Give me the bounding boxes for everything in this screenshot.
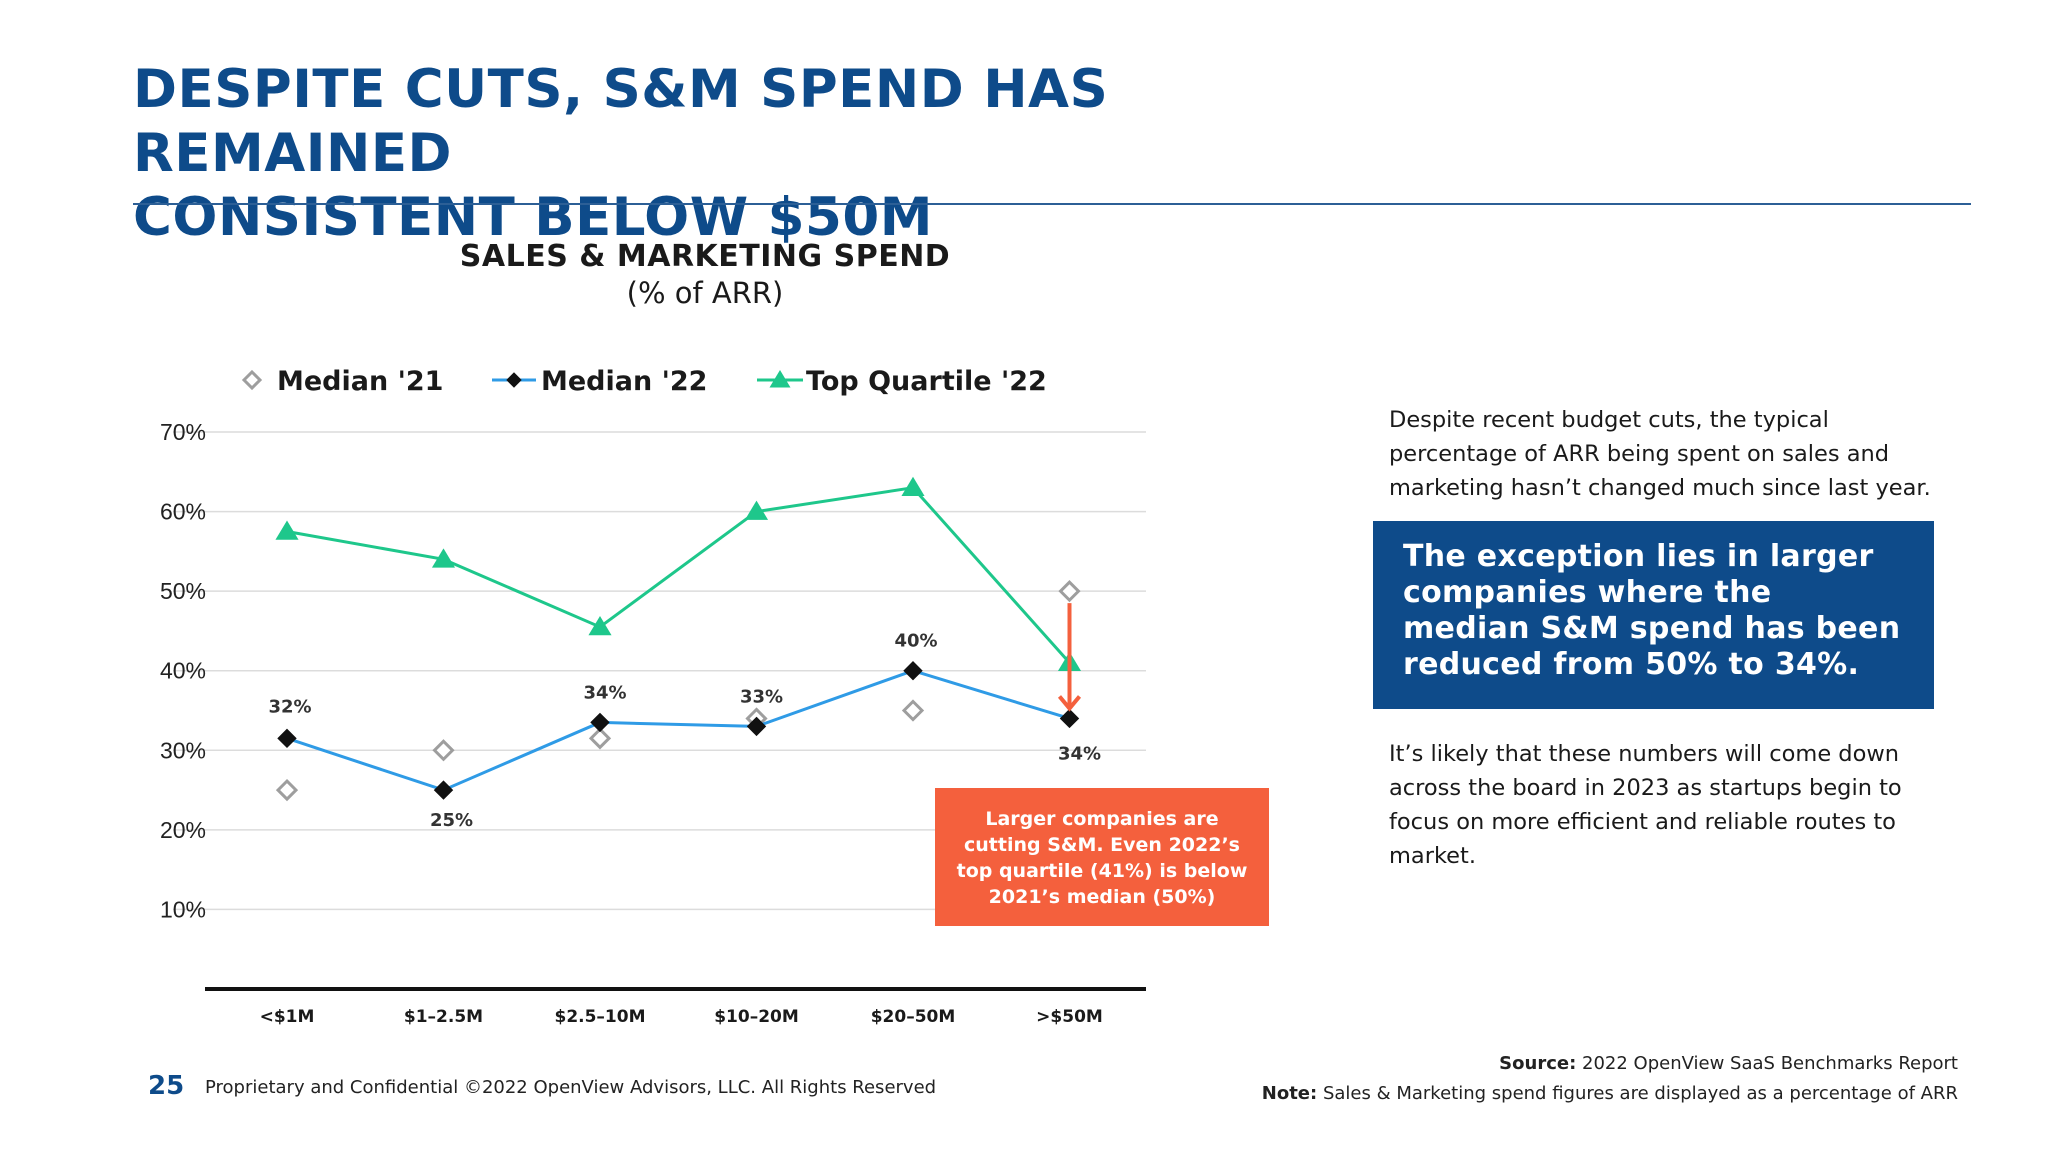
median-22-point	[277, 728, 297, 749]
data-label: 25%	[430, 810, 473, 831]
x-tick-label: <$1M	[260, 1007, 315, 1027]
x-tick-label: $10–20M	[714, 1007, 799, 1027]
y-tick-label: 20%	[160, 817, 206, 843]
top-quartile-22-point	[901, 476, 925, 496]
data-label: 34%	[583, 682, 626, 703]
data-label: 40%	[894, 631, 937, 652]
slide-title: DESPITE CUTS, S&M SPEND HAS REMAINED CON…	[133, 58, 1433, 250]
page-number: 25	[148, 1071, 185, 1101]
source-line: Source: 2022 OpenView SaaS Benchmarks Re…	[1262, 1049, 1958, 1079]
reduction-arrow-head	[1057, 695, 1082, 712]
legend-marker-median-21	[241, 369, 263, 391]
data-label: 34%	[1058, 743, 1101, 764]
median-21-point	[275, 778, 299, 802]
median-21-point	[1058, 580, 1081, 603]
legend-marker-median-22	[506, 372, 522, 388]
x-tick-label: $20–50M	[871, 1007, 956, 1027]
median-22-point	[1059, 708, 1080, 729]
median-21-point	[901, 699, 925, 722]
y-tick-label: 50%	[160, 578, 206, 604]
source-notes: Source: 2022 OpenView SaaS Benchmarks Re…	[1262, 1049, 1958, 1109]
top-quartile-22-point	[744, 500, 769, 520]
note-line: Note: Sales & Marketing spend figures ar…	[1262, 1079, 1958, 1109]
series-line	[286, 669, 1070, 792]
top-quartile-22-point	[275, 520, 299, 540]
y-tick-label: 10%	[160, 896, 206, 922]
note-text: Sales & Marketing spend figures are disp…	[1322, 1083, 1958, 1104]
median-22-point	[590, 712, 610, 733]
legend-label-top-quartile: Top Quartile '22	[806, 366, 1047, 397]
callout-box: Larger companies are cutting S&M. Even 2…	[935, 788, 1269, 926]
legend: Median '21 Median '22 Top Quartile '22	[241, 366, 1047, 397]
chart-title: SALES & MARKETING SPEND	[459, 239, 951, 274]
legend-label-median-22: Median '22	[541, 366, 707, 397]
slide-title-line-1: DESPITE CUTS, S&M SPEND HAS REMAINED	[133, 59, 1109, 184]
title-divider	[133, 203, 1971, 205]
x-tick-label: $2.5–10M	[554, 1007, 645, 1027]
highlight-box: The exception lies in larger companies w…	[1373, 521, 1934, 709]
median-22-point	[433, 780, 454, 800]
outlook-paragraph: It’s likely that these numbers will come…	[1389, 741, 1902, 869]
data-labels: 32% 25% 34% 33% 40% 34%	[268, 631, 1101, 831]
source-label: Source:	[1499, 1053, 1577, 1074]
median-21-point	[588, 727, 612, 750]
median-21-point	[432, 739, 455, 762]
y-tick-label: 60%	[160, 499, 206, 525]
legend-marker-top-quartile	[769, 370, 791, 388]
x-tick-label: $1–2.5M	[404, 1007, 483, 1027]
footer-copyright: Proprietary and Confidential ©2022 OpenV…	[205, 1077, 937, 1098]
axes: 70% 60% 50% 40% 30% 20% 10% <$1M $1–2.5M $2.5–10M…	[160, 419, 1146, 1027]
y-tick-label: 30%	[160, 737, 206, 763]
series	[275, 476, 1082, 802]
median-22-point	[746, 716, 767, 737]
series-line	[286, 486, 1071, 664]
top-quartile-22-point	[431, 548, 456, 568]
intro-paragraph: Despite recent budget cuts, the typical …	[1389, 407, 1931, 501]
data-label: 32%	[268, 696, 311, 717]
source-text: 2022 OpenView SaaS Benchmarks Report	[1582, 1053, 1958, 1074]
y-tick-label: 70%	[160, 419, 206, 445]
chart-title-block: SALES & MARKETING SPEND (% of ARR)	[360, 239, 1050, 310]
note-label: Note:	[1261, 1083, 1318, 1104]
y-tick-label: 40%	[160, 658, 206, 684]
x-tick-label: >$50M	[1036, 1007, 1103, 1027]
median-22-point	[903, 661, 923, 681]
slide-title-line-2: CONSISTENT BELOW $50M	[133, 187, 934, 248]
top-quartile-22-point	[588, 615, 612, 636]
data-label: 33%	[740, 686, 783, 707]
chart-subtitle: (% of ARR)	[626, 276, 784, 310]
sm-spend-line-chart: 70% 60% 50% 40% 30% 20% 10% <$1M $1–2.5M $2.5–10M…	[160, 366, 1146, 1027]
legend-label-median-21: Median '21	[277, 366, 443, 397]
